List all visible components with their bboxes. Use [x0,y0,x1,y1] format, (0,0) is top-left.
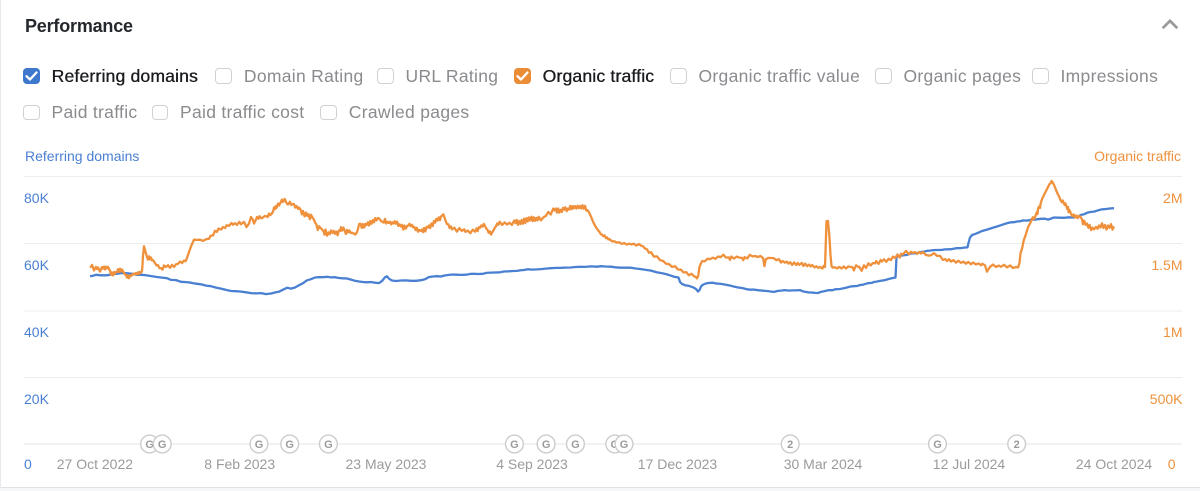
svg-text:2: 2 [1014,439,1020,451]
svg-text:G: G [158,439,167,451]
svg-text:G: G [285,439,294,451]
svg-text:G: G [542,439,551,451]
svg-text:G: G [145,439,154,451]
svg-text:G: G [571,439,580,451]
svg-text:2: 2 [787,439,793,451]
svg-text:G: G [933,439,942,451]
svg-text:G: G [324,439,333,451]
svg-text:G: G [255,439,264,451]
svg-text:G: G [620,439,629,451]
svg-text:G: G [510,439,519,451]
